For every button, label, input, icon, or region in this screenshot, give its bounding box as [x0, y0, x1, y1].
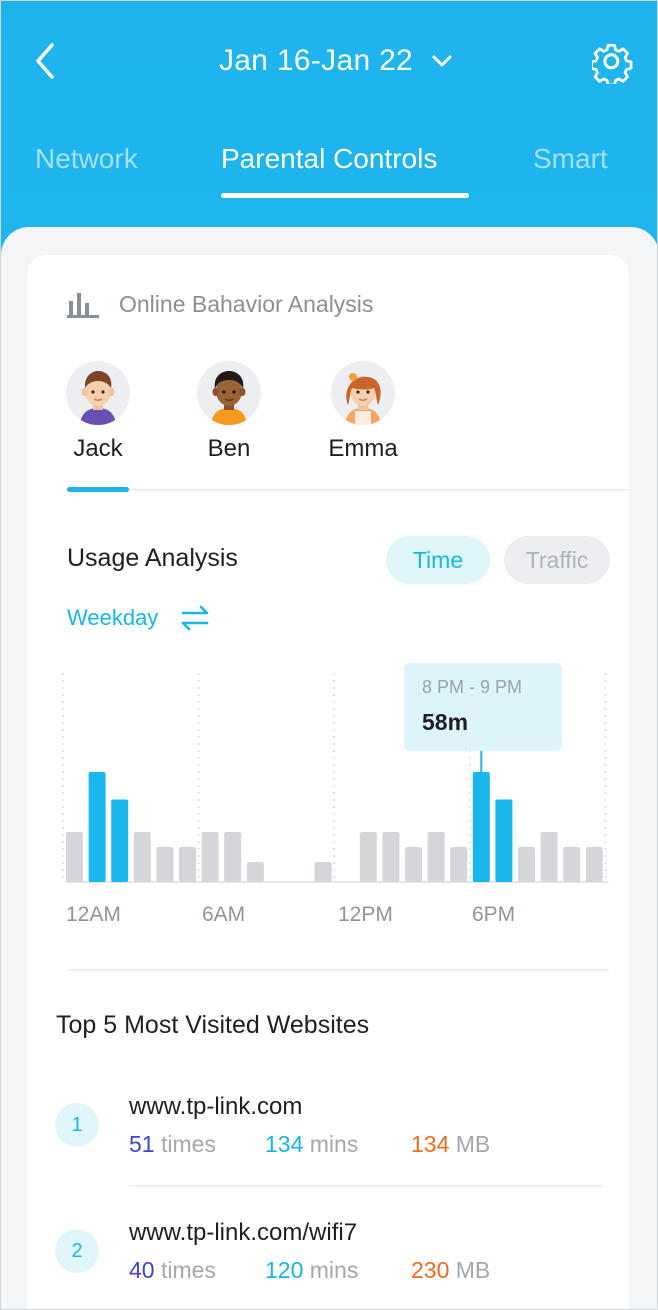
x-tick-label: 6AM	[202, 903, 246, 926]
chart-tooltip: 8 PM - 9 PM 58m	[404, 663, 562, 751]
x-tick-label: 12PM	[338, 903, 393, 926]
avatar	[197, 361, 261, 425]
row-divider	[129, 1185, 603, 1187]
site-row[interactable]: 2 www.tp-link.com/wifi7 40 times 120 mins…	[1, 1213, 657, 1309]
analysis-title: Online Bahavior Analysis	[119, 290, 374, 317]
profile-name: Emma	[328, 435, 398, 462]
profile-name: Jack	[73, 435, 123, 462]
avatar	[66, 361, 130, 425]
profile-ben[interactable]: Ben	[169, 361, 289, 463]
profile-selector: Jack Ben	[41, 361, 441, 471]
time-toggle-button[interactable]: Time	[386, 536, 490, 584]
minutes-unit: mins	[309, 1257, 359, 1283]
data-unit: MB	[455, 1131, 491, 1157]
minutes-unit: mins	[309, 1131, 359, 1157]
traffic-toggle-button[interactable]: Traffic	[504, 536, 610, 584]
period-switch[interactable]: Weekday	[67, 605, 210, 631]
data-value: 230	[411, 1257, 450, 1283]
site-url: www.tp-link.com	[129, 1093, 303, 1120]
profile-divider	[67, 489, 629, 491]
data-value: 134	[411, 1131, 450, 1157]
profile-jack[interactable]: Jack	[38, 361, 158, 463]
girl-avatar-icon	[345, 373, 381, 425]
period-label: Weekday	[67, 605, 159, 630]
tooltip-value: 58m	[422, 709, 469, 735]
chevron-down-icon	[432, 55, 452, 67]
x-tick-label: 6PM	[472, 903, 516, 926]
usage-analysis-title: Usage Analysis	[67, 544, 238, 572]
boy-avatar-icon	[211, 371, 247, 425]
bar-chart-icon	[67, 293, 99, 318]
avatar	[331, 361, 395, 425]
boy-avatar-icon	[80, 371, 116, 425]
rank-badge: 1	[55, 1103, 99, 1147]
gear-icon	[592, 43, 633, 84]
site-stats: 40 times 120 mins 230 MB	[129, 1257, 490, 1284]
minutes-value: 120	[265, 1257, 304, 1283]
section-divider	[67, 969, 609, 971]
back-button[interactable]	[25, 39, 65, 83]
active-tab-indicator	[221, 193, 469, 198]
tab-network[interactable]: Network	[35, 143, 138, 174]
tab-parental-controls[interactable]: Parental Controls	[221, 143, 438, 174]
x-tick-label: 12AM	[66, 903, 121, 926]
main-tabs: Network Parental Controls Smart	[1, 133, 657, 203]
visit-count: 51	[129, 1131, 155, 1157]
analysis-header: Online Bahavior Analysis	[67, 289, 373, 319]
date-range-dropdown[interactable]: Jan 16-Jan 22	[219, 41, 453, 81]
minutes-value: 134	[265, 1131, 304, 1157]
site-url: www.tp-link.com/wifi7	[129, 1219, 358, 1246]
tab-smart[interactable]: Smart	[533, 143, 608, 174]
profile-emma[interactable]: Emma	[303, 361, 423, 463]
settings-button[interactable]	[589, 39, 637, 87]
header-bar: Jan 16-Jan 22	[1, 1, 657, 121]
site-stats: 51 times 134 mins 134 MB	[129, 1131, 490, 1158]
top-sites-title: Top 5 Most Visited Websites	[56, 1011, 370, 1039]
date-range-label: Jan 16-Jan 22	[219, 44, 414, 77]
visit-unit: times	[160, 1257, 216, 1283]
visit-count: 40	[129, 1257, 155, 1283]
site-row[interactable]: 1 www.tp-link.com 51 times 134 mins 134 MB	[1, 1087, 657, 1197]
rank-badge: 2	[55, 1229, 99, 1273]
swap-icon	[182, 605, 209, 631]
visit-unit: times	[160, 1131, 216, 1157]
analysis-card	[27, 255, 629, 1309]
data-unit: MB	[455, 1257, 491, 1283]
tooltip-range: 8 PM - 9 PM	[422, 677, 523, 697]
chevron-left-icon	[36, 43, 54, 79]
profile-name: Ben	[207, 435, 251, 462]
selected-profile-indicator	[67, 487, 129, 492]
